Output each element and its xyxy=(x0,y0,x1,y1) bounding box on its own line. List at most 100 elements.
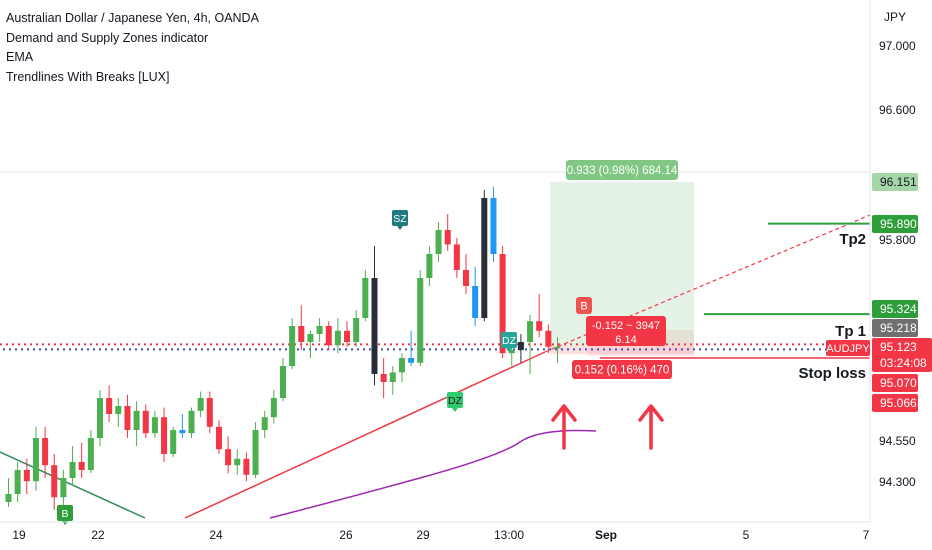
candle-body xyxy=(490,198,497,254)
candle-body xyxy=(380,374,387,382)
candle xyxy=(398,353,405,382)
dz-marker-top: DZ xyxy=(501,332,517,352)
indicator-1: Demand and Supply Zones indicator xyxy=(6,30,209,45)
candle-body xyxy=(261,417,268,430)
pnl-label-bg xyxy=(586,316,666,346)
position-badge-text: B xyxy=(580,301,587,313)
stop-tag-2-text: 95.066 xyxy=(880,396,917,410)
x-tick-label: 13:00 xyxy=(494,528,524,542)
candle-body xyxy=(51,465,58,498)
candle-body xyxy=(298,326,305,342)
dz-marker-bottom-pointer xyxy=(452,408,458,412)
candle-body xyxy=(215,426,222,450)
stop-loss-name: Stop loss xyxy=(798,365,866,382)
tp2-tag: 95.890 xyxy=(872,215,918,233)
tp1-tag-text: 95.324 xyxy=(880,302,917,316)
candle-body xyxy=(527,321,534,342)
tp2-name: Tp2 xyxy=(839,231,866,248)
price-tag-grey-text: 95.218 xyxy=(880,321,917,335)
currency-label: JPY xyxy=(884,10,906,24)
candle-body xyxy=(133,410,140,430)
candle xyxy=(188,407,195,438)
candle xyxy=(225,436,232,474)
x-tick-label: 24 xyxy=(209,528,223,542)
candle-body xyxy=(353,318,360,342)
stop-label-text: 0.152 (0.16%) 470 xyxy=(575,365,670,377)
candle-body xyxy=(362,278,369,318)
candle xyxy=(161,407,168,462)
candle-body xyxy=(234,458,241,466)
candle xyxy=(344,321,351,347)
candle xyxy=(5,478,12,507)
candle xyxy=(408,330,415,366)
candle-body xyxy=(106,398,113,414)
chart-title: Australian Dollar / Japanese Yen, 4h, OA… xyxy=(6,11,259,25)
candle-body xyxy=(444,230,451,245)
candle xyxy=(87,430,94,474)
candle-body xyxy=(42,438,49,466)
x-tick-label: Sep xyxy=(595,528,617,542)
candle-body xyxy=(453,244,460,270)
stop-tag-text: 95.070 xyxy=(880,376,917,390)
candle xyxy=(51,454,58,510)
candle xyxy=(97,390,103,446)
pnl-label: -0.152 ~ 3947 6.14 xyxy=(586,316,666,346)
x-tick-label: 26 xyxy=(339,528,353,542)
sz-marker-label: SZ xyxy=(393,213,407,225)
sz-marker: SZ xyxy=(392,210,408,230)
dz-marker-top-label: DZ xyxy=(502,335,517,347)
candle xyxy=(554,337,561,363)
x-tick-label: 22 xyxy=(91,528,105,542)
candle xyxy=(316,318,323,342)
candle-body xyxy=(23,470,30,482)
candle-body xyxy=(270,398,277,418)
dz-marker-top-box xyxy=(501,332,517,348)
candle xyxy=(23,458,30,494)
candle xyxy=(463,254,469,294)
stop-label: 0.152 (0.16%) 470 xyxy=(572,360,672,379)
candle xyxy=(527,314,534,374)
candle xyxy=(151,410,158,438)
y-tick-label: 94.300 xyxy=(879,475,916,489)
candle xyxy=(490,186,497,262)
candle xyxy=(170,426,177,458)
b-marker-box xyxy=(57,505,73,521)
candle xyxy=(325,321,332,350)
candle-body xyxy=(417,278,424,363)
current-price-tag-bg xyxy=(872,338,932,372)
candle xyxy=(261,410,268,438)
up-arrow-icon xyxy=(551,404,577,450)
sz-marker-pointer xyxy=(397,226,403,230)
symbol-tag-bg xyxy=(826,340,870,356)
tp2-tag-text: 95.890 xyxy=(880,217,917,231)
candle xyxy=(536,294,543,338)
candle-body xyxy=(398,358,405,373)
candle-body xyxy=(97,398,103,438)
price-tag-grey-bg xyxy=(872,319,918,337)
candle xyxy=(389,366,396,395)
candle-body xyxy=(316,326,323,334)
high-tag: 96.151 xyxy=(872,173,918,191)
stop-tag: 95.070 xyxy=(872,374,918,392)
up-arrow-icon-head xyxy=(551,404,577,422)
candle-body xyxy=(225,449,232,466)
candle-body xyxy=(334,330,341,346)
dz-marker-bottom: DZ xyxy=(447,392,463,412)
indicator-2: EMA xyxy=(6,50,34,64)
candle-body xyxy=(170,430,177,454)
candle xyxy=(334,318,341,354)
candle xyxy=(362,270,369,322)
symbol-tag-text: AUDJPY xyxy=(826,343,870,355)
candle-body xyxy=(179,430,186,434)
target-label-bg xyxy=(566,160,678,180)
candle-body xyxy=(426,254,433,278)
candle-body xyxy=(545,330,552,347)
current-price-value: 95.123 xyxy=(880,340,917,354)
candle xyxy=(206,391,213,434)
candle xyxy=(371,246,378,386)
target-label: 0.933 (0.98%) 684.14 xyxy=(566,160,678,180)
y-tick-label: 95.800 xyxy=(879,233,916,247)
candle xyxy=(481,190,488,322)
candle-body xyxy=(508,350,515,354)
